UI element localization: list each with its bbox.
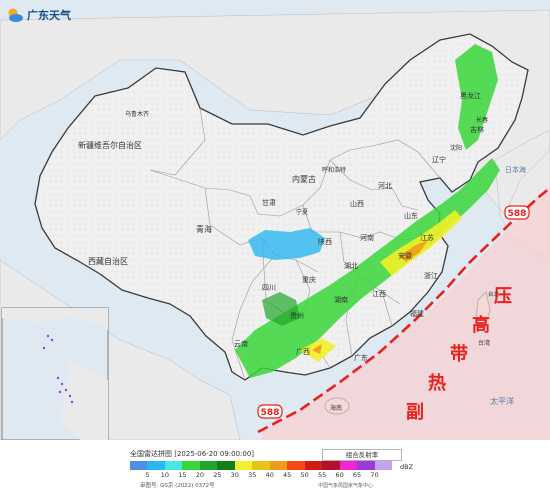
place-labels: 新疆维吾尔自治区 乌鲁木齐 西藏自治区 青海 内蒙古 呼和浩特 黑龙江 吉林 辽…: [78, 91, 526, 412]
label-shanxi: 山西: [350, 199, 364, 208]
legend-color-swatch: [269, 461, 288, 470]
legend-color-swatch: [322, 461, 340, 470]
brand-name: 广东天气: [27, 9, 71, 22]
subtropical-high-label: 副 热 带 高 压: [406, 286, 512, 423]
label-qinghai: 青海: [196, 224, 212, 234]
label-guangxi: 广西: [296, 347, 310, 356]
legend-color-bar: [130, 461, 393, 470]
map-credit: 中国气象局国家气象中心: [318, 483, 374, 489]
legend-color-swatch: [164, 461, 183, 470]
label-liaoning: 辽宁: [432, 155, 446, 164]
label-jiangxi: 江西: [372, 290, 386, 298]
legend-color-swatch: [339, 461, 358, 470]
label-gansu: 甘肃: [262, 198, 276, 207]
echo-northeast: [455, 44, 498, 150]
subtropical-high-char: 压: [494, 286, 512, 307]
legend-tick-label: 35: [248, 471, 257, 479]
label-xinjiang: 新疆维吾尔自治区: [78, 140, 142, 150]
radar-echoes: [235, 44, 500, 378]
label-tibet: 西藏自治区: [88, 256, 128, 266]
map-approval-number: 审图号: GS京 (2022) 0372号: [140, 483, 215, 489]
legend-tick-label: 60: [335, 471, 344, 479]
legend-tick-label: 45: [283, 471, 292, 479]
legend-color-swatch: [287, 461, 305, 470]
legend-tick-label: 5: [145, 471, 150, 479]
legend-tick-label: 15: [178, 471, 187, 479]
subtropical-high-char: 带: [450, 344, 468, 365]
label-shenyang: 沈阳: [450, 144, 462, 152]
echo-orange-core: [312, 240, 428, 354]
sun-cloud-logo-icon: [8, 8, 23, 22]
legend-tick-label: 10: [160, 471, 170, 479]
label-taiwan: 台湾: [478, 339, 490, 347]
echo-green-belt: [235, 158, 500, 378]
svg-text:588: 588: [508, 209, 527, 219]
legend-tick-label: 70: [370, 471, 379, 479]
legend-tick-label: 65: [352, 471, 362, 479]
label-fujian: 福建: [410, 309, 424, 318]
svg-text:588: 588: [261, 408, 280, 418]
legend-color-swatch: [147, 461, 165, 470]
label-guizhou: 贵州: [290, 311, 304, 320]
label-guangdong: 广东: [354, 353, 368, 362]
legend-tick-label: 20: [195, 471, 204, 479]
legend-unit: dBZ: [400, 463, 414, 471]
label-taipei: 台北: [488, 290, 500, 298]
label-shandong: 山东: [404, 211, 418, 220]
legend-color-swatch: [374, 461, 393, 470]
legend-color-swatch: [182, 461, 200, 470]
subtropical-high-zone: [262, 186, 550, 440]
legend-color-swatch: [199, 461, 218, 470]
label-hubei: 湖北: [344, 261, 358, 270]
label-yunnan: 云南: [234, 339, 248, 348]
legend-tick-label: 30: [230, 471, 239, 479]
legend-color-swatch: [234, 461, 253, 470]
legend-tick-label: 50: [300, 471, 309, 479]
legend-color-swatch: [357, 461, 375, 470]
legend-tick-label: 55: [317, 471, 327, 479]
label-jilin: 吉林: [470, 125, 484, 134]
subtropical-high-char: 高: [472, 314, 490, 336]
label-ningxia: 宁夏: [296, 208, 308, 216]
brand: 广东天气: [6, 6, 71, 24]
legend-color-swatch: [252, 461, 270, 470]
legend-color-swatch: [304, 461, 323, 470]
label-heilongjiang: 黑龙江: [460, 91, 481, 100]
label-japan-sea: 日本海: [505, 165, 526, 174]
label-zhejiang: 浙江: [424, 271, 438, 280]
contour-label-1: 588: [257, 404, 283, 419]
contour-label-2: 588: [504, 205, 530, 220]
echo-blue-qinghai: [248, 228, 325, 260]
legend-color-swatch: [130, 461, 148, 470]
legend-tick-label: 25: [213, 471, 222, 479]
label-chongqing: 重庆: [302, 275, 316, 284]
label-urumqi: 乌鲁木齐: [125, 110, 149, 118]
legend-color-swatch: [217, 461, 235, 470]
label-hohhot: 呼和浩特: [322, 166, 346, 174]
legend-tick-label: 40: [265, 471, 274, 479]
subtropical-high-char: 副: [406, 402, 424, 423]
label-jiangsu: 江苏: [420, 233, 434, 242]
label-inner-mongolia: 内蒙古: [292, 174, 316, 184]
label-hainan: 海南: [330, 404, 342, 412]
echo-sichuan: [262, 292, 300, 326]
label-anhui: 安徽: [398, 251, 412, 260]
label-hunan: 湖南: [334, 295, 348, 304]
legend-ticks: 5 10 15 20 25 30 35 40 45 50 55 60 65 70: [126, 471, 388, 481]
label-hebei: 河北: [378, 182, 392, 190]
label-shaanxi: 陕西: [318, 237, 332, 246]
label-changchun: 长春: [476, 116, 488, 124]
label-henan: 河南: [360, 233, 374, 242]
label-pacific: 太平洋: [490, 396, 514, 406]
legend-product: 组合反射率: [322, 449, 402, 461]
south-china-sea-inset: [1, 307, 109, 441]
legend-title: 全国雷达拼图 [2025-06-20 09:00:00]: [130, 450, 255, 458]
subtropical-high-char: 热: [428, 372, 446, 394]
label-sichuan: 四川: [262, 284, 276, 292]
